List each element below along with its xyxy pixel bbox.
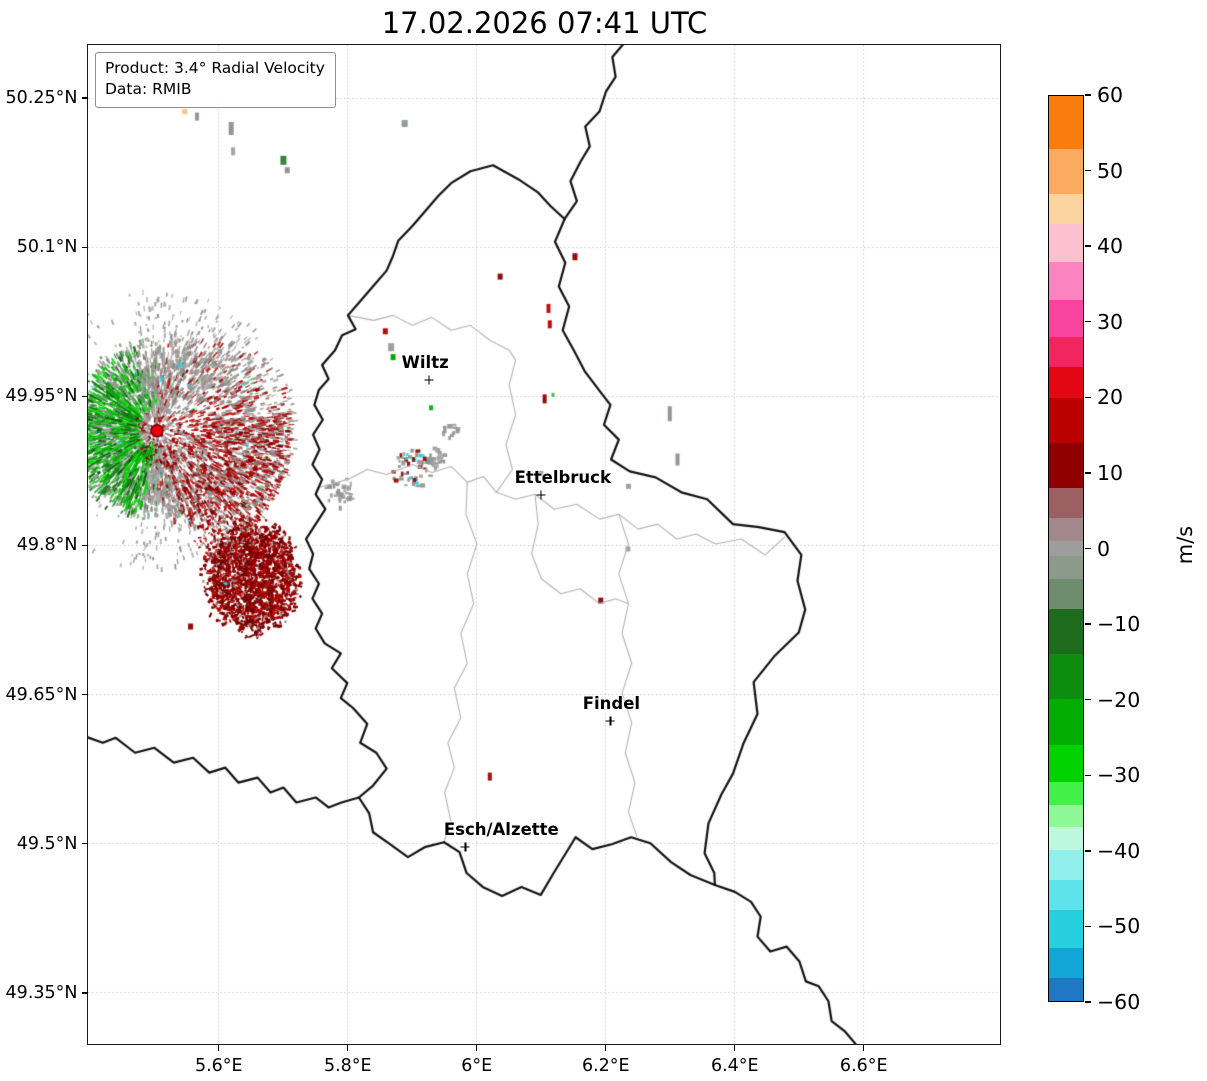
x-tickmark	[605, 1044, 607, 1051]
x-tick-label: 6°E	[461, 1055, 493, 1076]
colorbar-unit-label: m/s	[1173, 525, 1197, 565]
radar-map-canvas	[88, 45, 1000, 1044]
x-tickmark	[476, 1044, 478, 1051]
y-tick-label: 50.1°N	[16, 237, 78, 258]
city-marker-ettelbruck	[536, 490, 546, 500]
city-marker-findel	[605, 716, 615, 726]
map-plot-area: Wiltz Ettelbruck Findel Esch/Alzette Produc…	[87, 44, 1001, 1045]
colorbar-segment	[1049, 608, 1083, 654]
x-tickmark	[863, 1044, 865, 1051]
colorbar-segment	[1049, 337, 1083, 368]
colorbar-segment	[1049, 578, 1083, 609]
colorbar-segment	[1049, 910, 1083, 949]
colorbar-tickmark	[1085, 321, 1091, 323]
colorbar-segment	[1049, 540, 1083, 556]
colorbar-tickmark	[1085, 547, 1091, 550]
colorbar-segment	[1049, 488, 1083, 519]
colorbar-segment	[1049, 850, 1083, 881]
city-label-ettelbruck: Ettelbruck	[514, 468, 611, 488]
city-label-findel: Findel	[582, 693, 641, 713]
y-tick-label: 49.95°N	[5, 386, 78, 407]
colorbar-segment	[1049, 518, 1083, 541]
colorbar-tick-label: −40	[1097, 838, 1141, 863]
colorbar-tick-label: 10	[1097, 460, 1124, 485]
city-marker-wiltz	[424, 375, 434, 385]
colorbar-tick-label: −30	[1097, 763, 1141, 788]
colorbar-segment	[1049, 148, 1083, 195]
y-tick-label: 49.65°N	[5, 684, 78, 705]
colorbar-segment	[1049, 555, 1083, 579]
colorbar-tickmark	[1085, 94, 1091, 96]
colorbar-tickmark	[1085, 1001, 1091, 1003]
colorbar-segment	[1049, 654, 1083, 700]
plot-title: 17.02.2026 07:41 UTC	[381, 6, 708, 40]
colorbar-tickmark	[1085, 396, 1091, 399]
colorbar-tick-label: 40	[1097, 234, 1124, 259]
colorbar-tick-label: −50	[1097, 914, 1141, 939]
colorbar-tick-label: 60	[1097, 83, 1124, 107]
colorbar-tick-label: 0	[1097, 536, 1111, 561]
map-overlay: Wiltz Ettelbruck Findel Esch/Alzette	[88, 45, 1000, 1044]
colorbar-tickmark	[1085, 472, 1091, 474]
colorbar-segment	[1049, 744, 1083, 783]
x-tick-label: 6.4°E	[710, 1055, 759, 1076]
colorbar-segment	[1049, 194, 1083, 225]
x-tickmark	[347, 1044, 349, 1051]
colorbar-tick-label: −60	[1097, 990, 1141, 1014]
colorbar-segment	[1049, 261, 1083, 300]
colorbar-segment	[1049, 442, 1083, 489]
product-info-line1: Product: 3.4° Radial Velocity	[105, 59, 325, 77]
product-info-box: Product: 3.4° Radial Velocity Data: RMIB	[95, 52, 336, 108]
y-tick-label: 50.25°N	[5, 88, 78, 109]
x-tick-label: 5.8°E	[323, 1055, 372, 1076]
colorbar	[1048, 95, 1084, 1002]
colorbar-tickmark	[1085, 245, 1091, 247]
colorbar-segment	[1049, 96, 1083, 149]
colorbar-tick-label: 20	[1097, 385, 1124, 410]
colorbar-tickmark	[1085, 925, 1091, 928]
y-tick-label: 49.8°N	[16, 535, 78, 556]
colorbar-segment	[1049, 699, 1083, 745]
city-marker-esch-alzette	[460, 842, 470, 852]
colorbar-segment	[1049, 397, 1083, 443]
x-tick-label: 5.6°E	[194, 1055, 243, 1076]
x-tickmark	[734, 1044, 736, 1051]
colorbar-segment	[1049, 224, 1083, 262]
colorbar-tickmark	[1085, 698, 1091, 701]
colorbar-gradient	[1049, 96, 1083, 1001]
colorbar-segment	[1049, 827, 1083, 851]
colorbar-tick-label: 50	[1097, 158, 1124, 183]
colorbar-segment	[1049, 782, 1083, 805]
colorbar-segment	[1049, 948, 1083, 979]
city-label-esch-alzette: Esch/Alzette	[443, 820, 559, 840]
colorbar-tickmark	[1085, 623, 1091, 625]
x-tick-label: 6.6°E	[839, 1055, 888, 1076]
colorbar-segment	[1049, 880, 1083, 911]
x-tickmark	[218, 1044, 220, 1051]
colorbar-segment	[1049, 367, 1083, 398]
colorbar-segment	[1049, 804, 1083, 828]
x-tick-label: 6.2°E	[581, 1055, 630, 1076]
city-label-wiltz: Wiltz	[401, 352, 449, 372]
colorbar-tick-label: −10	[1097, 612, 1141, 637]
colorbar-tick-label: 30	[1097, 309, 1124, 334]
colorbar-segment	[1049, 299, 1083, 338]
colorbar-tick-label: −20	[1097, 687, 1141, 712]
colorbar-tickmark	[1085, 169, 1091, 172]
y-tick-label: 49.5°N	[16, 833, 78, 854]
y-tick-label: 49.35°N	[5, 982, 78, 1003]
colorbar-tickmark	[1085, 850, 1091, 852]
colorbar-segment	[1049, 978, 1083, 1001]
colorbar-tickmark	[1085, 774, 1091, 776]
product-info-line2: Data: RMIB	[105, 80, 192, 99]
